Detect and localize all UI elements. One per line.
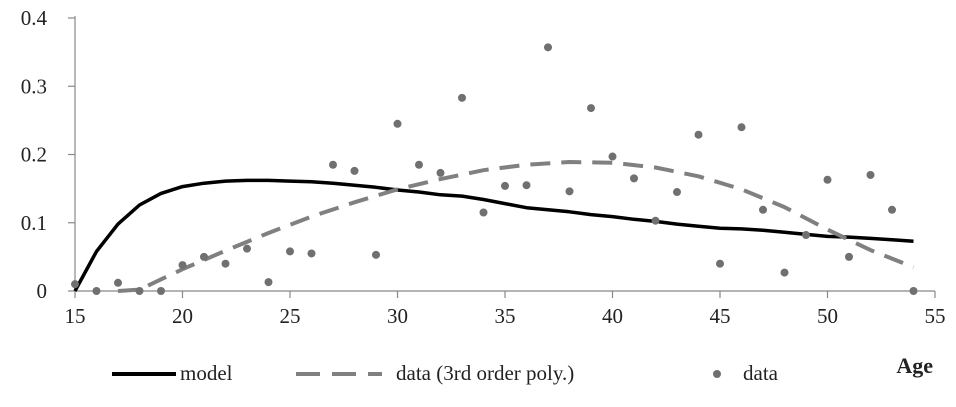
data-point	[200, 252, 208, 261]
legend: model data (3rd order poly.) data	[112, 361, 779, 385]
data-point	[651, 216, 660, 225]
data-point	[565, 187, 574, 196]
y-tick-label: 0.2	[21, 143, 47, 167]
legend-item: model	[112, 361, 233, 385]
axes	[68, 16, 936, 298]
data-point	[737, 123, 746, 132]
y-tick-label: 0.4	[21, 6, 48, 30]
data-point	[823, 175, 832, 184]
legend-label: model	[180, 361, 233, 385]
legend-swatch-marker	[713, 370, 721, 378]
data-point	[221, 259, 230, 268]
y-tick-label: 0.1	[21, 211, 47, 235]
data-point	[587, 104, 595, 113]
legend-label: data (3rd order poly.)	[396, 361, 574, 385]
data-point	[888, 205, 896, 214]
data-point	[608, 152, 617, 161]
data-point	[544, 43, 552, 52]
data-point	[329, 160, 337, 169]
data-point	[286, 247, 294, 256]
data-point	[522, 181, 531, 190]
data-point	[243, 244, 251, 253]
data-point	[694, 130, 703, 139]
data-point	[415, 160, 423, 169]
legend-item: data	[713, 361, 779, 385]
data-point	[436, 168, 445, 177]
x-tick-label: 15	[65, 304, 86, 328]
x-axis-title: Age	[896, 353, 933, 378]
data-point	[716, 259, 724, 268]
data-point	[135, 287, 144, 295]
data-point	[458, 93, 466, 102]
data-point	[479, 208, 488, 217]
data-point	[92, 287, 101, 295]
legend-label: data	[743, 361, 779, 385]
series-model-line	[73, 178, 914, 292]
x-tick-label: 45	[710, 304, 731, 328]
x-tick-label: 35	[495, 304, 516, 328]
data-point	[178, 261, 187, 270]
legend-item: data (3rd order poly.)	[296, 361, 574, 385]
data-point	[372, 250, 380, 259]
data-point	[114, 278, 122, 287]
data-point	[909, 287, 918, 295]
plot-area	[71, 43, 918, 295]
data-point	[780, 268, 789, 277]
x-tick-label: 30	[387, 304, 408, 328]
data-point	[501, 181, 509, 190]
x-tick-label: 50	[817, 304, 838, 328]
data-point	[759, 205, 767, 214]
data-point	[307, 249, 316, 258]
data-point	[866, 170, 875, 179]
tick-labels: 0 0.1 0.2 0.3 0.4 15 20 25 30 35 40 45 50 55	[21, 6, 946, 328]
data-point	[845, 252, 853, 261]
data-point	[350, 166, 359, 175]
data-point	[71, 280, 79, 289]
x-tick-label: 20	[172, 304, 193, 328]
data-point	[630, 174, 638, 183]
x-tick-label: 25	[280, 304, 301, 328]
data-point	[673, 188, 681, 197]
series-data-points	[71, 43, 918, 295]
data-point	[157, 287, 165, 295]
data-point	[393, 119, 402, 128]
y-tick-label: 0.3	[21, 74, 47, 98]
x-tick-label: 55	[925, 304, 946, 328]
y-tick-label: 0	[37, 279, 48, 303]
series-poly-fit-line	[117, 160, 915, 293]
data-point	[264, 278, 273, 287]
data-point	[802, 231, 810, 240]
x-tick-label: 40	[602, 304, 623, 328]
